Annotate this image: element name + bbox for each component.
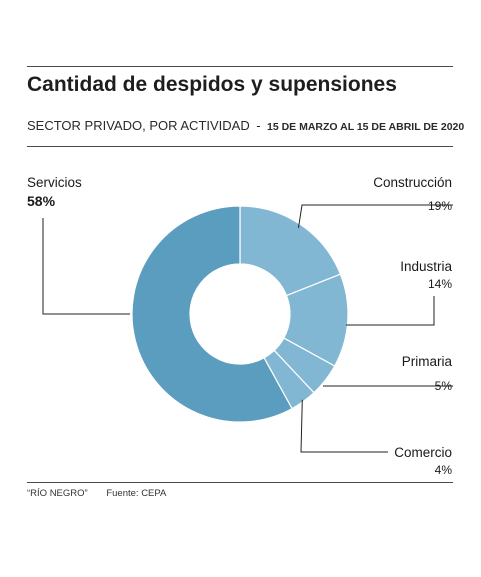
subtitle-date: 15 DE MARZO AL 15 DE ABRIL DE 2020: [266, 121, 465, 133]
value-industria: 14%: [427, 277, 452, 291]
leader-line-industria: [346, 296, 435, 326]
value-comercio: 4%: [434, 463, 452, 477]
value-servicios: 58%: [27, 193, 55, 209]
value-primaria: 5%: [434, 379, 452, 393]
leader-line-servicios: [42, 218, 130, 315]
chart-title: Cantidad de despidos y supensiones: [27, 73, 397, 96]
top-rule: [27, 66, 453, 67]
footer-rule: [27, 482, 453, 483]
header-rule: [27, 146, 453, 147]
leader-line-construccion: [297, 204, 453, 229]
label-comercio: Comercio: [394, 445, 452, 460]
slice-servicios: [131, 205, 293, 423]
subtitle-separator: -: [256, 118, 261, 133]
footer-credit: “RÍO NEGRO”: [27, 488, 88, 499]
chart-subtitle: SECTOR PRIVADO, POR ACTIVIDAD - 15 DE MA…: [27, 117, 464, 135]
label-servicios: Servicios: [27, 175, 82, 190]
leader-line-comercio: [300, 399, 388, 453]
footer-source: Fuente: CEPA: [106, 488, 167, 499]
label-industria: Industria: [400, 259, 452, 274]
label-construccion: Construcción: [373, 175, 452, 190]
value-servicios-text: 58%: [27, 193, 56, 209]
label-primaria: Primaria: [401, 354, 452, 369]
subtitle-main: SECTOR PRIVADO, POR ACTIVIDAD: [27, 118, 250, 133]
value-construccion: 19%: [427, 199, 452, 213]
footer: “RÍO NEGRO” Fuente: CEPA: [27, 488, 166, 499]
